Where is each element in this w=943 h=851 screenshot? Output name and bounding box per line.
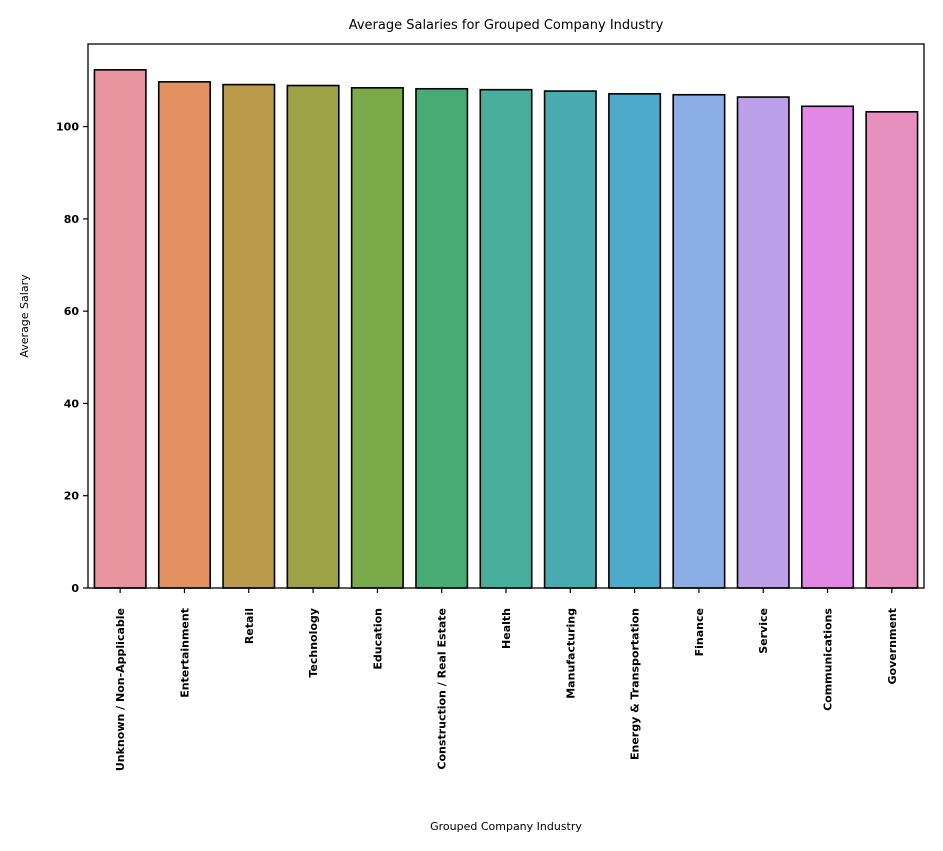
x-tick-label-10: Service xyxy=(757,608,770,654)
bar-11 xyxy=(801,105,855,589)
x-tick-label-6: Health xyxy=(500,608,513,649)
bar-2 xyxy=(222,83,276,589)
x-tick-label-5: Construction / Real Estate xyxy=(436,608,449,770)
bar-12 xyxy=(865,111,919,589)
bar-8 xyxy=(608,93,662,589)
x-tick-label-11: Communications xyxy=(822,608,835,711)
x-tick-label-2: Retail xyxy=(243,608,256,644)
bar-0 xyxy=(93,69,147,589)
y-axis-label: Average Salary xyxy=(18,274,31,358)
x-tick-label-3: Technology xyxy=(307,608,320,678)
x-tick-label-4: Education xyxy=(371,608,384,670)
bar-9 xyxy=(672,93,726,589)
x-tick-label-0: Unknown / Non-Applicable xyxy=(114,608,127,771)
bar-10 xyxy=(736,96,790,589)
bar-1 xyxy=(157,81,211,589)
y-tick-label-1: 20 xyxy=(64,490,80,503)
x-axis-label: Grouped Company Industry xyxy=(430,820,582,833)
y-tick-label-3: 60 xyxy=(64,305,80,318)
x-tick-label-12: Government xyxy=(886,608,899,684)
y-axis: 0 20 40 60 80 100 xyxy=(56,121,88,595)
y-tick-label-4: 80 xyxy=(64,213,80,226)
plot-frame xyxy=(87,43,925,589)
x-tick-label-8: Energy & Transportation xyxy=(629,608,642,760)
x-tick-label-1: Entertainment xyxy=(178,608,191,698)
bar-6 xyxy=(479,88,533,589)
x-tick-label-9: Finance xyxy=(693,608,706,656)
chart-title: Average Salaries for Grouped Company Ind… xyxy=(349,18,664,33)
x-axis: Unknown / Non-Applicable Entertainment Ret… xyxy=(114,588,899,771)
bar-7 xyxy=(543,90,597,589)
bar-4 xyxy=(350,87,404,589)
y-tick-label-5: 100 xyxy=(56,121,79,134)
y-tick-label-2: 40 xyxy=(64,397,80,410)
bar-3 xyxy=(286,84,340,589)
y-tick-label-0: 0 xyxy=(71,582,79,595)
bar-5 xyxy=(415,87,469,589)
bars-group xyxy=(93,69,919,589)
x-tick-label-7: Manufacturing xyxy=(564,608,577,699)
